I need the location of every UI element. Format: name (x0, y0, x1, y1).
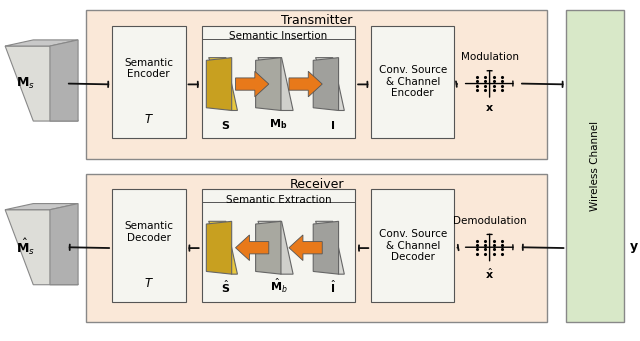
FancyBboxPatch shape (112, 26, 186, 138)
Text: $\hat{\mathbf{M}}_s$: $\hat{\mathbf{M}}_s$ (16, 237, 35, 257)
Text: $T$: $T$ (144, 113, 154, 126)
Text: Receiver: Receiver (289, 178, 344, 191)
Polygon shape (289, 235, 322, 261)
Text: Semantic Insertion: Semantic Insertion (229, 31, 328, 41)
Polygon shape (313, 221, 339, 274)
Text: $\mathbf{I}$: $\mathbf{I}$ (330, 119, 335, 131)
Text: Conv. Source
& Channel
Decoder: Conv. Source & Channel Decoder (379, 229, 447, 262)
Polygon shape (236, 71, 269, 97)
Text: Demodulation: Demodulation (452, 216, 527, 226)
Text: Wireless Channel: Wireless Channel (590, 121, 600, 211)
Text: $\hat{\mathbf{M}}_b$: $\hat{\mathbf{M}}_b$ (269, 277, 287, 295)
Text: $\hat{\mathbf{S}}$: $\hat{\mathbf{S}}$ (221, 279, 230, 295)
Text: $\mathbf{S}$: $\mathbf{S}$ (221, 119, 230, 131)
Polygon shape (209, 221, 237, 274)
Text: Modulation: Modulation (461, 53, 518, 62)
Polygon shape (206, 221, 232, 274)
Polygon shape (316, 221, 344, 274)
Polygon shape (316, 58, 344, 110)
Text: $\hat{\mathbf{I}}$: $\hat{\mathbf{I}}$ (330, 279, 336, 295)
Text: $\hat{\mathbf{x}}$: $\hat{\mathbf{x}}$ (485, 267, 494, 281)
Polygon shape (5, 204, 78, 210)
Text: Semantic
Encoder: Semantic Encoder (124, 58, 173, 79)
Polygon shape (50, 204, 78, 285)
FancyBboxPatch shape (86, 10, 547, 159)
Text: Transmitter: Transmitter (281, 14, 353, 27)
Text: $\mathbf{x}$: $\mathbf{x}$ (485, 103, 494, 113)
Polygon shape (206, 58, 232, 110)
Polygon shape (258, 221, 293, 274)
Polygon shape (289, 71, 322, 97)
Polygon shape (5, 210, 78, 285)
Polygon shape (313, 58, 339, 110)
FancyBboxPatch shape (202, 189, 355, 302)
Text: $\mathbf{M_b}$: $\mathbf{M_b}$ (269, 118, 287, 131)
Text: Semantic Extraction: Semantic Extraction (225, 195, 332, 205)
FancyBboxPatch shape (86, 174, 547, 322)
Polygon shape (5, 40, 78, 46)
Text: Conv. Source
& Channel
Encoder: Conv. Source & Channel Encoder (379, 65, 447, 99)
Polygon shape (209, 58, 237, 110)
Text: Semantic
Decoder: Semantic Decoder (124, 221, 173, 243)
FancyBboxPatch shape (371, 189, 454, 302)
Polygon shape (255, 58, 281, 110)
Polygon shape (258, 58, 293, 110)
Polygon shape (255, 221, 281, 274)
FancyBboxPatch shape (202, 26, 355, 138)
FancyBboxPatch shape (371, 26, 454, 138)
Polygon shape (5, 46, 78, 121)
Text: $\mathbf{M}_s$: $\mathbf{M}_s$ (16, 76, 35, 91)
Text: $\mathbf{y}$: $\mathbf{y}$ (629, 241, 639, 255)
FancyBboxPatch shape (566, 10, 624, 322)
FancyBboxPatch shape (112, 189, 186, 302)
Polygon shape (50, 40, 78, 121)
Text: $T$: $T$ (144, 277, 154, 290)
Polygon shape (236, 235, 269, 261)
